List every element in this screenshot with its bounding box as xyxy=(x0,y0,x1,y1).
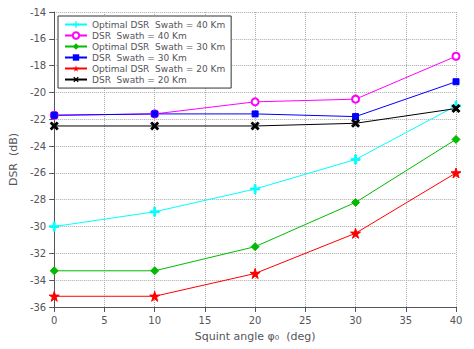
svg-text:Optimal DSR Swath = 40 Km: Optimal DSR Swath = 40 Km xyxy=(92,20,225,30)
svg-text:Squint angle φ₀ (deg): Squint angle φ₀ (deg) xyxy=(195,330,316,343)
svg-text:0: 0 xyxy=(51,315,57,326)
svg-text:35: 35 xyxy=(399,315,412,326)
svg-text:-22: -22 xyxy=(30,114,46,125)
svg-text:15: 15 xyxy=(199,315,212,326)
svg-text:-28: -28 xyxy=(30,194,46,205)
svg-text:5: 5 xyxy=(101,315,107,326)
svg-text:30: 30 xyxy=(349,315,362,326)
svg-text:-34: -34 xyxy=(30,275,46,286)
svg-text:DSR Swath = 20 Km: DSR Swath = 20 Km xyxy=(92,75,187,85)
svg-text:20: 20 xyxy=(249,315,262,326)
svg-text:-24: -24 xyxy=(30,141,46,152)
svg-text:40: 40 xyxy=(450,315,463,326)
svg-text:Optimal DSR Swath = 30 Km: Optimal DSR Swath = 30 Km xyxy=(92,42,225,52)
svg-text:Optimal DSR Swath = 20 Km: Optimal DSR Swath = 20 Km xyxy=(92,64,225,74)
svg-text:DSR Swath = 40 Km: DSR Swath = 40 Km xyxy=(92,31,187,41)
svg-text:25: 25 xyxy=(299,315,312,326)
svg-text:-14: -14 xyxy=(30,7,46,18)
svg-text:-32: -32 xyxy=(30,248,46,259)
svg-text:-26: -26 xyxy=(30,167,46,178)
svg-text:-18: -18 xyxy=(30,60,46,71)
svg-text:-36: -36 xyxy=(30,302,46,313)
svg-text:10: 10 xyxy=(148,315,161,326)
svg-text:-30: -30 xyxy=(30,221,46,232)
svg-text:-16: -16 xyxy=(30,33,46,44)
svg-text:-20: -20 xyxy=(30,87,46,98)
svg-text:DSR (dB): DSR (dB) xyxy=(7,133,20,186)
svg-text:DSR Swath = 30 Km: DSR Swath = 30 Km xyxy=(92,53,187,63)
